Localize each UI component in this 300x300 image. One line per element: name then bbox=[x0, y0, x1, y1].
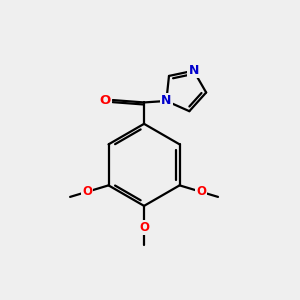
Text: O: O bbox=[139, 221, 149, 234]
Text: O: O bbox=[100, 94, 111, 106]
Text: O: O bbox=[82, 185, 92, 198]
Text: N: N bbox=[161, 94, 172, 107]
Text: O: O bbox=[196, 185, 206, 198]
Text: N: N bbox=[188, 64, 199, 77]
